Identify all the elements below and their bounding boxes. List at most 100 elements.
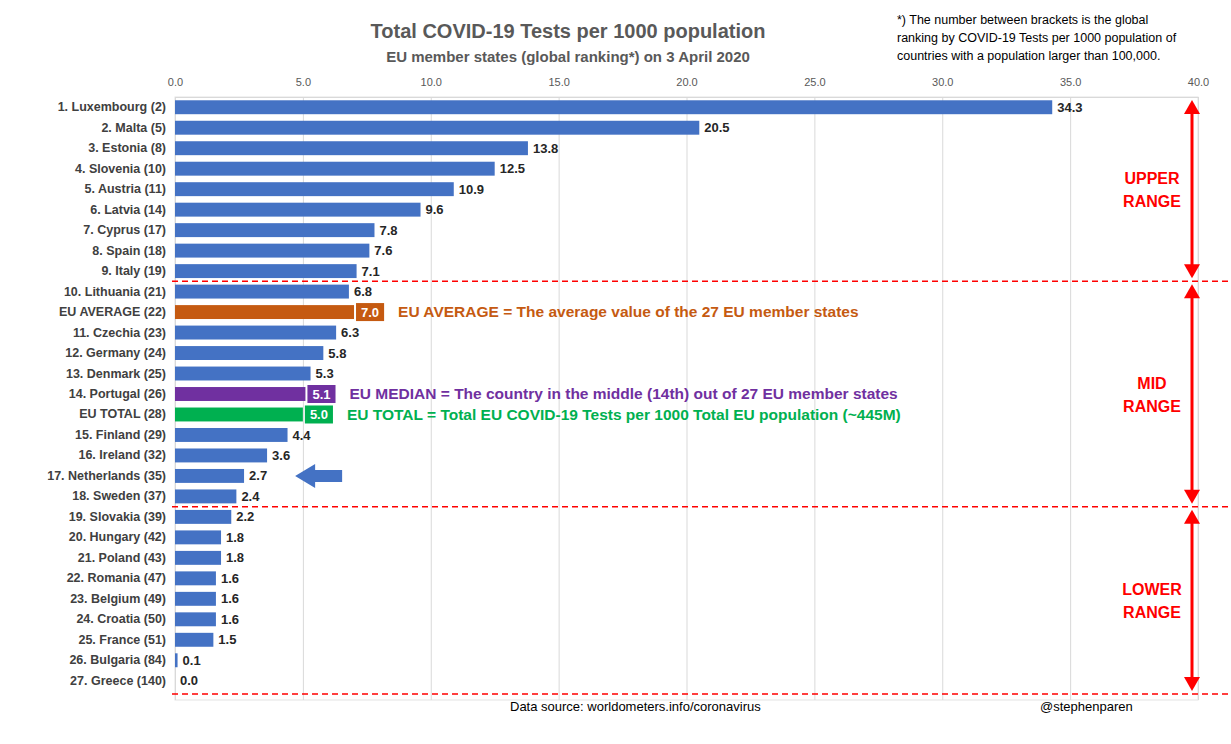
category-label: 25. France (51): [78, 633, 166, 647]
x-tick-label: 25.0: [804, 76, 825, 88]
title: Total COVID-19 Tests per 1000 population: [371, 20, 766, 42]
category-label: 18. Sweden (37): [72, 489, 166, 503]
bar: [175, 551, 221, 565]
data-label: 0.0: [180, 673, 198, 688]
grid-line: [1070, 97, 1071, 700]
bar: [175, 100, 1052, 114]
y-tick: 7. Cyprus (17): [83, 223, 166, 237]
y-axis: 1. Luxembourg (2) 2. Malta (5) 3. Estonia …: [47, 98, 175, 692]
category-label: 1. Luxembourg (2): [58, 100, 166, 114]
bar: [175, 469, 244, 483]
data-label: 7.6: [374, 243, 392, 258]
data-label: 12.5: [500, 161, 525, 176]
x-tick: 35.0: [1060, 76, 1081, 700]
x-tick-label: 10.0: [421, 76, 442, 88]
bar: [175, 264, 357, 278]
bar: [175, 223, 374, 237]
bar: [175, 346, 323, 360]
bar: [175, 387, 305, 401]
bar: [175, 633, 213, 647]
x-tick: 30.0: [932, 76, 953, 700]
data-label: 4.4: [293, 428, 312, 443]
y-tick: 27. Greece (140): [70, 674, 166, 688]
range-arrow-head: [1184, 677, 1200, 691]
x-tick-label: 35.0: [1060, 76, 1081, 88]
data-labels: 34.320.513.812.510.99.67.87.67.16.87.06.…: [180, 100, 1083, 689]
y-tick: 24. Croatia (50): [76, 612, 166, 626]
data-label: 2.2: [236, 509, 254, 524]
bar: [175, 448, 267, 462]
y-tick: 2. Malta (5): [101, 121, 166, 135]
category-label: 4. Slovenia (10): [75, 162, 166, 176]
range-label: UPPERRANGE: [1123, 170, 1181, 210]
x-axis: 0.05.010.015.020.025.030.035.040.0: [168, 76, 1209, 700]
y-tick: 11. Czechia (23): [73, 326, 166, 340]
data-label: 5.3: [316, 366, 334, 381]
y-tick: 19. Slovakia (39): [69, 510, 166, 524]
background: [0, 0, 1231, 744]
y-tick: 16. Ireland (32): [78, 448, 166, 462]
ranges: UPPERRANGE MIDRANGE LOWERRANGE: [172, 100, 1231, 694]
y-tick: 3. Estonia (8): [88, 141, 166, 155]
category-label: 6. Latvia (14): [90, 203, 166, 217]
range-label: LOWERRANGE: [1122, 581, 1182, 621]
category-label: 11. Czechia (23): [73, 326, 166, 340]
category-label: 15. Finland (29): [75, 428, 166, 442]
y-tick: 23. Belgium (49): [70, 592, 166, 606]
annotations: EU AVERAGE = The average value of the 27…: [295, 303, 901, 487]
data-label: 34.3: [1057, 100, 1082, 115]
y-tick: 25. France (51): [78, 633, 166, 647]
y-tick: EU TOTAL (28): [79, 407, 166, 421]
category-label: 26. Bulgaria (84): [69, 653, 166, 667]
bar: [175, 612, 216, 626]
y-tick: 8. Spain (18): [92, 244, 166, 258]
credit: @stephenparen: [1040, 699, 1133, 714]
category-label: 17. Netherlands (35): [47, 469, 166, 483]
bar: [175, 305, 354, 319]
data-label: 1.5: [218, 632, 236, 647]
range-arrow-head: [1184, 264, 1200, 278]
data-label: 1.6: [221, 612, 239, 627]
y-tick: 17. Netherlands (35): [47, 469, 166, 483]
label-box: [356, 303, 384, 321]
x-tick-label: 20.0: [676, 76, 697, 88]
annotation: EU TOTAL = Total EU COVID-19 Tests per 1…: [347, 406, 901, 423]
category-label: 27. Greece (140): [70, 674, 166, 688]
bar: [175, 244, 369, 258]
bar: [175, 285, 349, 299]
footnote: ranking by COVID-19 Tests per 1000 popul…: [897, 31, 1177, 45]
footnote: countries with a population larger than …: [897, 49, 1160, 63]
range-label: MIDRANGE: [1123, 375, 1181, 415]
grid-line: [1198, 97, 1199, 700]
x-tick-label: 30.0: [932, 76, 953, 88]
category-label: 20. Hungary (42): [69, 530, 166, 544]
range-arrow-line: [1191, 522, 1194, 679]
bar: [175, 408, 303, 422]
data-label: 9.6: [426, 202, 444, 217]
x-tick-label: 15.0: [548, 76, 569, 88]
footnote: *) The number between brackets is the gl…: [897, 13, 1148, 27]
y-tick: 4. Slovenia (10): [75, 162, 166, 176]
data-label: 6.3: [341, 325, 359, 340]
category-label: 2. Malta (5): [101, 121, 166, 135]
y-tick: EU AVERAGE (22): [59, 305, 166, 319]
bar: [175, 162, 495, 176]
y-tick: 1. Luxembourg (2): [58, 100, 166, 114]
data-label: 13.8: [533, 141, 558, 156]
y-tick: 9. Italy (19): [101, 264, 166, 278]
annotation: EU AVERAGE = The average value of the 27…: [398, 303, 858, 320]
data-label: 6.8: [354, 284, 372, 299]
label-box: [307, 385, 335, 403]
bar: [175, 367, 311, 381]
category-label: EU TOTAL (28): [79, 407, 166, 421]
y-tick: 15. Finland (29): [75, 428, 166, 442]
category-label: 12. Germany (24): [65, 346, 166, 360]
y-tick: 5. Austria (11): [84, 182, 166, 196]
data-label: 10.9: [459, 182, 484, 197]
category-label: 21. Poland (43): [78, 551, 166, 565]
bars: [175, 100, 1052, 667]
data-label: 5.8: [328, 346, 346, 361]
data-label: 2.7: [249, 468, 267, 483]
label-box: [305, 405, 333, 423]
range-arrow-head: [1184, 100, 1200, 114]
